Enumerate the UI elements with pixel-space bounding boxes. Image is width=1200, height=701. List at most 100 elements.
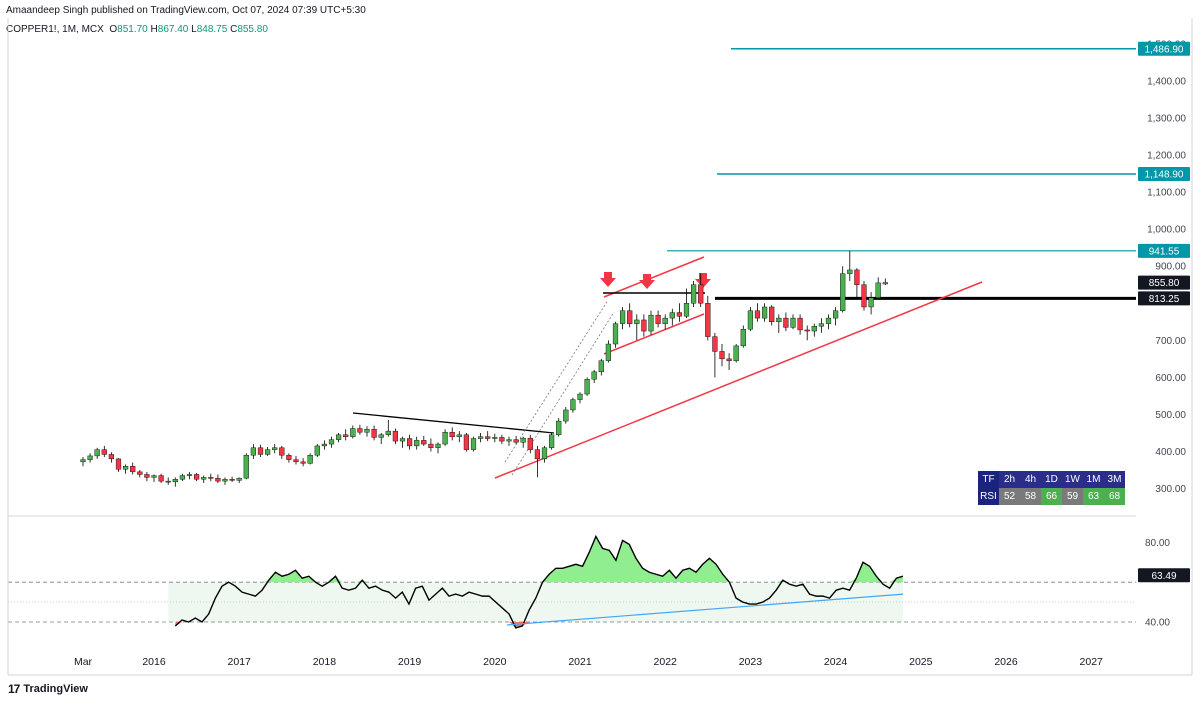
rsi-table-value-cell: 58: [1020, 488, 1041, 505]
price-tick-label: 1,100.00: [1147, 188, 1186, 199]
descending-trendline: [352, 412, 555, 434]
candle-body: [265, 449, 271, 455]
level-1148-badge: [1138, 167, 1190, 182]
candle-body: [541, 447, 548, 460]
candle-body: [698, 284, 704, 304]
close-label: C: [230, 24, 238, 35]
candle-body: [861, 284, 867, 308]
candle-body: [726, 358, 732, 361]
time-tick-label: 2025: [909, 656, 933, 668]
candle-body: [634, 319, 640, 324]
candle-body: [563, 409, 569, 422]
level-1148-badge-text: 1,148.90: [1145, 170, 1184, 181]
candle-body: [442, 432, 448, 445]
candle-body: [790, 317, 796, 328]
candle-body: [236, 477, 242, 481]
candle-body: [165, 480, 171, 483]
support-813-badge-text: 813.25: [1149, 294, 1180, 305]
candle-body: [279, 447, 285, 456]
candle-body: [612, 323, 619, 345]
candle-body: [456, 434, 462, 437]
symbol-text: COPPER1!, 1M, MCX: [6, 24, 104, 35]
candle-body: [357, 428, 363, 433]
down-arrow-icon: [639, 274, 655, 289]
candle-body: [762, 306, 768, 319]
candle-body: [101, 449, 107, 455]
time-tick-label: 2027: [1080, 656, 1104, 668]
time-tick-label: 2016: [142, 656, 166, 668]
rsi-table-header-cell: 4h: [1020, 471, 1041, 488]
current-price-badge: [1138, 275, 1190, 290]
candle-body: [662, 317, 668, 324]
time-tick-label: 2020: [483, 656, 507, 668]
candle-body: [570, 399, 576, 411]
price-tick-label: 600.00: [1155, 373, 1186, 384]
candle-body: [179, 475, 186, 480]
candle-body: [293, 459, 299, 463]
time-tick-label: 2019: [398, 656, 422, 668]
candle-body: [591, 371, 597, 380]
candle-body: [818, 323, 825, 327]
candle-body: [847, 269, 853, 274]
candle-body: [776, 317, 782, 323]
candle-body: [627, 310, 633, 324]
time-tick-label: Mar: [74, 656, 93, 668]
time-tick-label: 2017: [228, 656, 252, 668]
price-tick-label: 1,000.00: [1147, 225, 1186, 236]
rsi-table-value-row: RSI 52 58 66 59 63 68: [978, 488, 1125, 505]
rsi-table-header-row: TF 2h 4h 1D 1W 1M 3M: [978, 471, 1125, 488]
candle-body: [158, 475, 164, 482]
level-1486-badge-text: 1,486.90: [1145, 44, 1184, 55]
candle-body: [712, 336, 718, 352]
rsi-table-value-cell: 59: [1062, 488, 1083, 505]
level-941-badge: [1138, 243, 1190, 258]
open-value: 851.70: [117, 24, 148, 35]
candle-body: [172, 479, 178, 483]
candle-body: [421, 440, 427, 445]
candle-body: [130, 466, 136, 473]
candle-body: [840, 273, 846, 311]
candle-body: [314, 445, 320, 456]
rsi-table-value-cell: 63: [1083, 488, 1104, 505]
candle-body: [549, 434, 555, 448]
rsi-table-row-label: RSI: [978, 488, 999, 505]
symbol-ohlc-line: COPPER1!, 1M, MCX O851.70 H867.40 L848.7…: [6, 24, 268, 35]
candle-body: [399, 438, 406, 442]
candle-body: [250, 447, 257, 456]
candle-body: [875, 282, 881, 298]
price-tick-label: 900.00: [1155, 262, 1186, 273]
candle-body: [137, 471, 143, 475]
candle-body: [683, 303, 690, 317]
candle-body: [257, 447, 264, 455]
low-value: 848.75: [196, 24, 228, 35]
candle-body: [769, 306, 775, 323]
price-tick-label: 1,200.00: [1147, 151, 1186, 162]
candle-body: [392, 430, 399, 442]
time-tick-label: 2022: [654, 656, 678, 668]
price-tick-label: 1,300.00: [1147, 114, 1186, 125]
candle-body: [719, 351, 725, 360]
candle-body: [350, 428, 356, 437]
candle-body: [605, 343, 612, 361]
channel-upper-line: [603, 256, 705, 298]
candle-body: [321, 443, 328, 447]
candle-body: [478, 436, 484, 439]
rising-trendline: [494, 281, 983, 479]
candle-body: [620, 310, 626, 324]
rsi-value-text: 63.49: [1151, 571, 1176, 582]
candle-body: [286, 454, 292, 460]
candle-body: [506, 439, 512, 442]
candle-body: [428, 443, 434, 448]
tradingview-footer[interactable]: 17 TradingView: [8, 682, 88, 696]
candle-body: [144, 474, 150, 478]
candle-body: [740, 329, 746, 347]
rsi-line: [174, 534, 904, 629]
candle-body: [336, 434, 342, 440]
candle-body: [825, 317, 832, 324]
rsi-layer: [174, 534, 904, 629]
rsi-table-header-cell: 1W: [1062, 471, 1083, 488]
channel-lower-line: [603, 313, 705, 355]
low-label: L: [191, 24, 197, 35]
candle-body: [94, 449, 100, 457]
